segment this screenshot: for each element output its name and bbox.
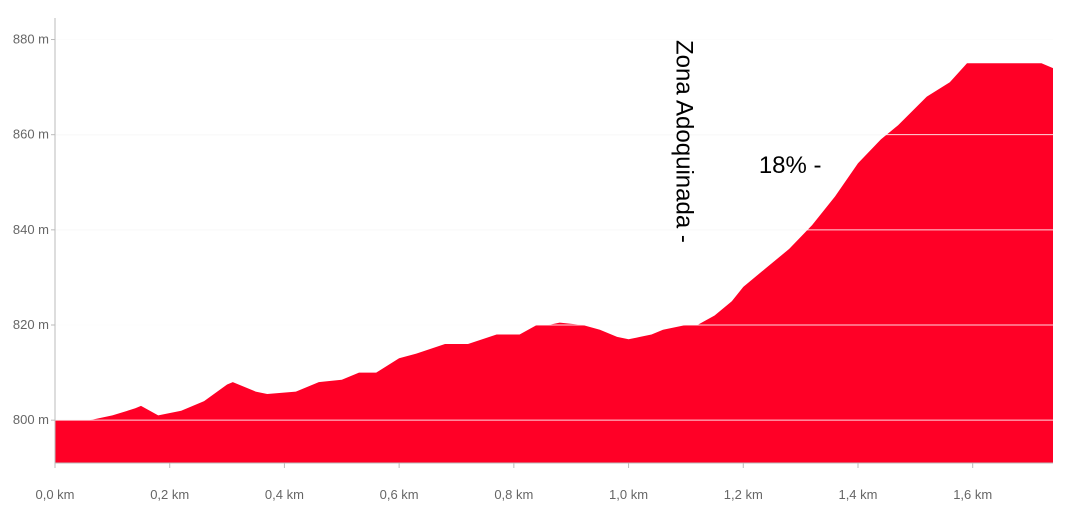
annotation-zona-adoquinada: Zona Adoquinada - — [670, 40, 697, 243]
y-tick-label: 880 m — [13, 32, 49, 47]
x-tick-label: 0,4 km — [265, 487, 304, 502]
y-tick-label: 800 m — [13, 412, 49, 427]
y-tick-label: 820 m — [13, 317, 49, 332]
x-tick-label: 0,0 km — [35, 487, 74, 502]
x-tick-label: 1,2 km — [724, 487, 763, 502]
x-tick-label: 0,2 km — [150, 487, 189, 502]
elevation-area — [55, 63, 1053, 464]
x-tick-label: 1,0 km — [609, 487, 648, 502]
y-tick-label: 840 m — [13, 222, 49, 237]
x-tick-label: 1,6 km — [953, 487, 992, 502]
x-tick-label: 0,8 km — [494, 487, 533, 502]
y-tick-label: 860 m — [13, 127, 49, 142]
annotation-gradient: 18% - — [759, 152, 822, 179]
x-tick-label: 0,6 km — [380, 487, 419, 502]
x-tick-label: 1,4 km — [838, 487, 877, 502]
